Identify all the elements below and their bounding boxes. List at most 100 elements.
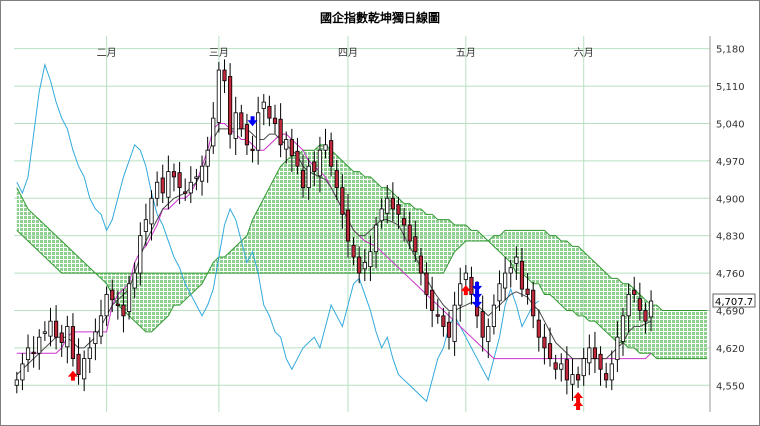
candle-body (626, 294, 631, 317)
candle-body (138, 235, 143, 274)
candle-body (267, 105, 272, 119)
candle-body (31, 351, 36, 355)
candle-body (525, 288, 530, 295)
candle-body (155, 181, 160, 199)
candle-body (222, 69, 227, 82)
candle-body (435, 314, 440, 317)
buy-signal-arrow-icon (573, 391, 584, 402)
month-label: 四月 (338, 47, 358, 59)
chart-title: 國企指數乾坤獨日線圖 (319, 11, 440, 25)
candle-body (278, 118, 283, 146)
candle-body (295, 150, 300, 167)
candle-body (110, 289, 115, 301)
candle-body (183, 191, 188, 194)
candle-body (486, 326, 491, 342)
month-label: 五月 (456, 47, 476, 59)
candle-body (536, 319, 541, 338)
candle-body (126, 283, 132, 312)
candle-body (211, 117, 216, 147)
candle-body (463, 272, 468, 280)
candle-body (581, 358, 586, 377)
sell-signal-arrow-icon (472, 281, 483, 292)
candle-body (564, 359, 569, 381)
candle-body (188, 181, 193, 194)
candle-body (289, 139, 294, 156)
candle-body (648, 300, 654, 318)
candle-body (256, 112, 261, 151)
candle-body (284, 139, 289, 150)
candle-body (592, 347, 598, 359)
candle-body (329, 140, 334, 167)
candle-body (452, 304, 457, 342)
candle-body (620, 315, 626, 342)
last-price-label: 4,707.7 (715, 297, 753, 308)
candle-body (519, 260, 525, 290)
candle-body (300, 170, 306, 188)
candle-body (14, 379, 19, 386)
senkou-span-a-line (16, 144, 708, 360)
candle-body (25, 347, 31, 361)
candle-body (132, 272, 137, 289)
y-tick-label: 5,110 (716, 82, 745, 93)
candle-body (233, 112, 238, 139)
candle-body (306, 165, 311, 189)
candle-body (491, 304, 496, 327)
y-tick-label: 4,900 (716, 194, 745, 205)
last-price-box (712, 293, 756, 308)
tenkan-sen-line (16, 128, 652, 375)
candle-body (441, 315, 446, 327)
candle-body (115, 303, 120, 306)
candle-body (390, 197, 395, 210)
candle-body (418, 255, 424, 274)
candle-body (508, 267, 513, 274)
candle-body (54, 320, 59, 338)
candle-body (368, 251, 373, 268)
y-tick-label: 4,550 (716, 381, 745, 392)
candle-body (385, 197, 390, 214)
candle-body (480, 311, 485, 338)
month-label: 三月 (209, 47, 229, 59)
candle-body (205, 149, 210, 167)
candle-body (250, 148, 255, 152)
buy-signal-arrow-icon (573, 399, 584, 410)
candle-body (345, 209, 351, 242)
candle-body (351, 244, 356, 258)
candle-body (570, 374, 575, 385)
candle-body (609, 363, 614, 381)
candle-body (643, 310, 648, 322)
candle-body (542, 336, 547, 349)
candle-body (531, 289, 536, 317)
candle-body (340, 187, 345, 215)
candle-body (20, 363, 25, 381)
candle-body (547, 343, 553, 359)
candle-body (177, 172, 182, 188)
candle-body (514, 256, 519, 264)
buy-signal-arrow-icon (67, 370, 78, 381)
candle-body (604, 373, 609, 381)
month-label: 二月 (97, 47, 117, 59)
candle-body (312, 161, 317, 172)
candle-body (87, 347, 92, 359)
candle-body (216, 69, 221, 123)
candle-body (559, 363, 564, 370)
y-tick-label: 4,970 (716, 157, 745, 168)
sell-signal-arrow-icon (472, 289, 483, 300)
candle-body (166, 171, 171, 198)
candle-body (48, 320, 53, 337)
candle-body (194, 176, 199, 179)
candle-body (272, 117, 278, 124)
candle-body (149, 197, 154, 225)
month-label: 六月 (574, 47, 594, 59)
candle-body (615, 336, 620, 361)
candle-body (239, 112, 244, 130)
candle-body (261, 101, 266, 109)
candle-body (424, 272, 429, 295)
candle-body (121, 304, 126, 317)
candle-body (42, 331, 47, 334)
buy-signal-arrow-icon (460, 285, 471, 296)
sell-signal-arrow-icon (472, 297, 483, 308)
candle-body (430, 289, 435, 311)
candle-body (244, 124, 250, 146)
y-tick-label: 5,040 (716, 119, 745, 130)
